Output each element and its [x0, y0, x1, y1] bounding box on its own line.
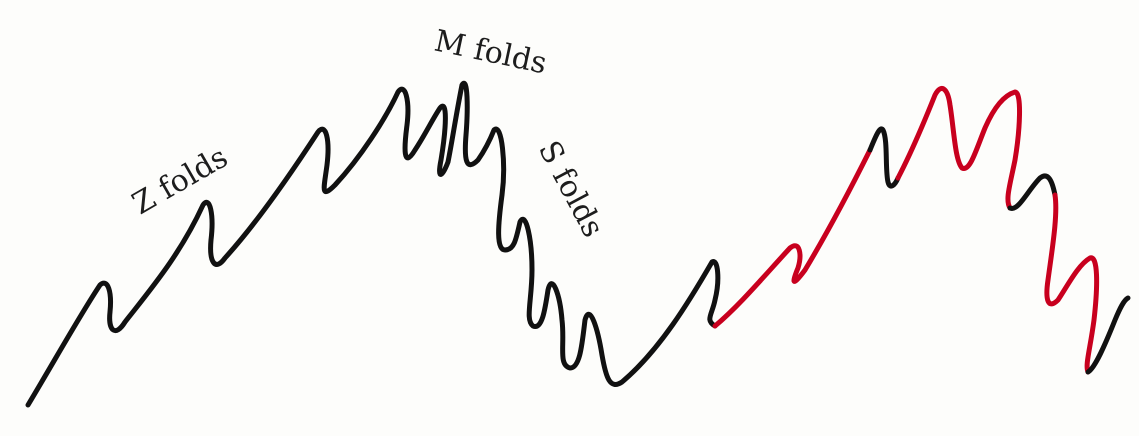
label-z-folds: Z folds [127, 140, 234, 222]
highlighted-fold-trace-red-2 [895, 85, 1023, 211]
highlighted-fold-trace-red [712, 147, 873, 329]
parasitic-fold-trace-left [25, 80, 721, 408]
fold-trace-black-segment-2 [1007, 173, 1058, 211]
label-s-folds: S folds [531, 135, 610, 243]
fold-trace-black-segment-1 [867, 126, 901, 189]
fold-trace-black-segment-3 [1085, 295, 1131, 375]
label-m-folds: M folds [431, 24, 549, 82]
highlighted-fold-trace-red-3 [1044, 192, 1100, 375]
